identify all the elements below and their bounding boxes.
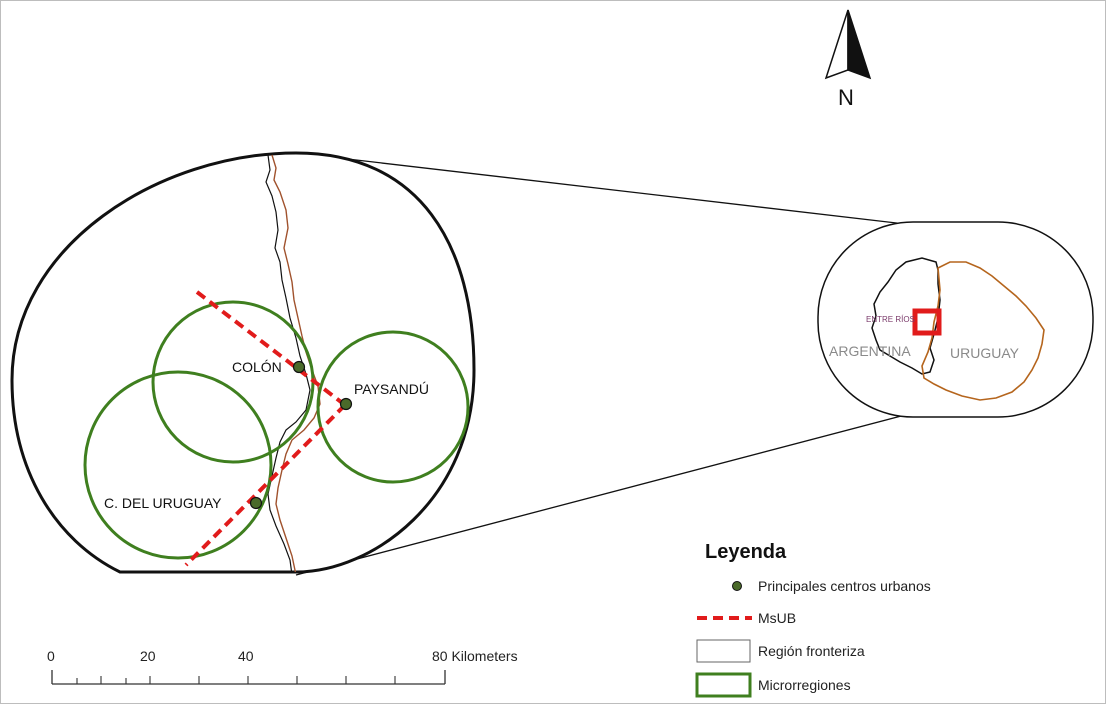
microregion-c-del-uruguay: [83, 370, 273, 560]
legend-title: Leyenda: [705, 541, 787, 563]
north-arrow: N: [824, 9, 872, 110]
inset-highlight-box: [912, 308, 942, 336]
msub-line-paysandu-c-del-uruguay: [184, 403, 347, 567]
city-label-colon: COLÓN: [232, 359, 282, 375]
zoom-connector-top: [295, 152, 906, 225]
legend-label-msub: MsUB: [758, 610, 796, 626]
city-dot-paysandu: [339, 397, 353, 411]
legend-label-urban-centers: Principales centros urbanos: [758, 578, 931, 594]
scale-bar: 0 20 40 80 Kilometers: [47, 648, 518, 685]
north-arrow-right-half: [847, 9, 872, 80]
zoom-circle: [10, 151, 476, 574]
city-dot-colon: [292, 360, 306, 374]
inset-country-uruguay: URUGUAY: [950, 345, 1020, 361]
scale-label-40: 40: [238, 648, 254, 664]
microregion-paysandu: [316, 330, 470, 484]
inset-province-label: ENTRE RÍOS: [866, 315, 915, 324]
inset-country-argentina: ARGENTINA: [829, 343, 911, 359]
zoom-connector-bottom: [295, 414, 906, 576]
legend-symbol-city-dot: [732, 581, 742, 591]
city-label-paysandu: PAYSANDÚ: [354, 381, 429, 397]
inset-uruguay-outline: [921, 261, 1045, 401]
legend-label-region: Región fronteriza: [758, 643, 865, 659]
legend-label-microregions: Microrregiones: [758, 677, 851, 693]
scale-label-0: 0: [47, 648, 55, 664]
city-dot-c-del-uruguay: [249, 496, 263, 510]
legend: Leyenda Principales centros urbanos MsUB…: [695, 541, 931, 698]
legend-symbol-microregion-box: [695, 672, 752, 698]
scale-label-20: 20: [140, 648, 156, 664]
scale-label-80: 80 Kilometers: [432, 648, 518, 664]
legend-symbol-region-box: [696, 639, 751, 663]
city-label-c-del-uruguay: C. DEL URUGUAY: [104, 495, 222, 511]
inset-frame: [817, 221, 1094, 418]
north-label: N: [838, 85, 854, 110]
